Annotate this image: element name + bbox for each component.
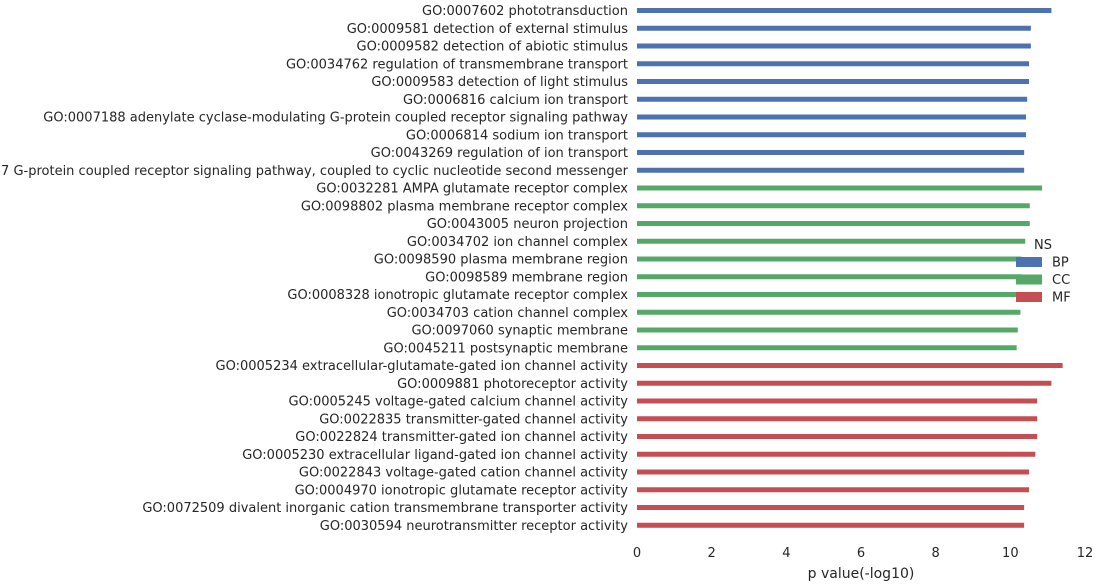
category-label: GO:0045211 postsynaptic membrane (383, 341, 628, 356)
legend-title: NS (1034, 238, 1052, 253)
bar-cc (637, 256, 1022, 262)
legend-label-cc: CC (1052, 273, 1070, 288)
category-label: GO:0022824 transmitter-gated ion channel… (295, 430, 628, 445)
bars-layer (637, 8, 1063, 528)
legend: NS BP CC MF (1016, 238, 1071, 306)
bar-bp (637, 79, 1029, 84)
bar-cc (637, 345, 1017, 351)
category-label: GO:0005245 voltage-gated calcium channel… (289, 395, 629, 410)
category-label: GO:0022843 voltage-gated cation channel … (299, 466, 628, 481)
category-labels: GO:0007602 phototransduction GO:0009581 d… (0, 4, 629, 534)
bar-mf (637, 469, 1029, 475)
bar-mf (637, 398, 1038, 404)
category-label: GO:0098589 membrane region (425, 270, 628, 285)
category-label: GO:0098802 plasma membrane receptor comp… (301, 199, 628, 214)
bar-bp (637, 43, 1031, 49)
category-label: GO:0007187 G-protein coupled receptor si… (0, 164, 629, 179)
bar-mf (637, 434, 1038, 439)
bar-bp (637, 167, 1025, 173)
bar-bp (637, 150, 1025, 155)
category-label: GO:0005230 extracellular ligand-gated io… (242, 448, 628, 463)
category-label: GO:0006814 sodium ion transport (406, 128, 628, 143)
bar-cc (637, 309, 1021, 315)
category-label: GO:0004970 ionotropic glutamate receptor… (295, 483, 629, 498)
legend-swatch-cc (1016, 274, 1042, 285)
bar-cc (637, 274, 1022, 280)
bar-mf (637, 522, 1025, 528)
bar-bp (637, 96, 1028, 102)
category-label: GO:0098590 plasma membrane region (374, 253, 628, 268)
legend-label-mf: MF (1052, 291, 1071, 306)
category-label: GO:0007188 adenylate cyclase-modulating … (43, 111, 628, 126)
legend-swatch-bp (1016, 257, 1042, 267)
bar-bp (637, 132, 1027, 138)
x-axis-label: p value(-log10) (808, 566, 915, 582)
category-label: GO:0009582 detection of abiotic stimulus (357, 40, 629, 55)
x-tick-label: 2 (708, 546, 716, 561)
bar-mf (637, 416, 1038, 422)
category-label: GO:0043005 neuron projection (427, 217, 628, 232)
category-label: GO:0007602 phototransduction (422, 4, 628, 19)
category-label: GO:0008328 ionotropic glutamate receptor… (287, 288, 628, 303)
category-label: GO:0032281 AMPA glutamate receptor compl… (316, 182, 628, 197)
bar-cc (637, 238, 1026, 244)
category-label: GO:0006816 calcium ion transport (403, 93, 628, 108)
x-tick-label: 10 (1002, 546, 1019, 561)
category-label: GO:0034703 cation channel complex (387, 306, 629, 321)
category-label: GO:0009581 detection of external stimulu… (347, 22, 629, 37)
x-tick-label: 12 (1077, 546, 1094, 561)
bar-cc (637, 185, 1043, 191)
category-label: GO:0097060 synaptic membrane (411, 324, 628, 339)
legend-label-bp: BP (1052, 256, 1069, 271)
bar-mf (637, 363, 1063, 368)
x-tick-label: 8 (932, 546, 940, 561)
legend-swatch-mf (1016, 292, 1042, 302)
category-label: GO:0009881 photoreceptor activity (397, 377, 628, 392)
bar-cc (637, 203, 1030, 209)
bar-cc (637, 221, 1030, 226)
bar-mf (637, 451, 1036, 457)
category-label: GO:0030594 neurotransmitter receptor act… (320, 519, 629, 534)
category-label: GO:0009583 detection of light stimulus (371, 75, 628, 90)
bar-bp (637, 25, 1031, 31)
bar-cc (637, 292, 1022, 297)
category-label: GO:0043269 regulation of ion transport (371, 146, 628, 161)
bar-cc (637, 327, 1018, 333)
bar-bp (637, 61, 1029, 67)
bar-bp (637, 8, 1052, 13)
bar-mf (637, 487, 1029, 493)
category-label: GO:0022835 transmitter-gated channel act… (319, 412, 628, 427)
category-label: GO:0034702 ion channel complex (407, 235, 628, 250)
category-label: GO:0034762 regulation of transmembrane t… (286, 57, 628, 72)
bar-mf (637, 380, 1052, 386)
category-label: GO:0072509 divalent inorganic cation tra… (142, 501, 628, 516)
x-tick-label: 0 (633, 546, 641, 561)
x-axis-ticks: 0 2 4 6 8 10 12 (633, 546, 1093, 561)
x-tick-label: 6 (857, 546, 865, 561)
category-label: GO:0005234 extracellular-glutamate-gated… (216, 359, 629, 374)
bar-mf (637, 505, 1025, 510)
x-tick-label: 4 (782, 546, 790, 561)
bar-bp (637, 114, 1027, 120)
